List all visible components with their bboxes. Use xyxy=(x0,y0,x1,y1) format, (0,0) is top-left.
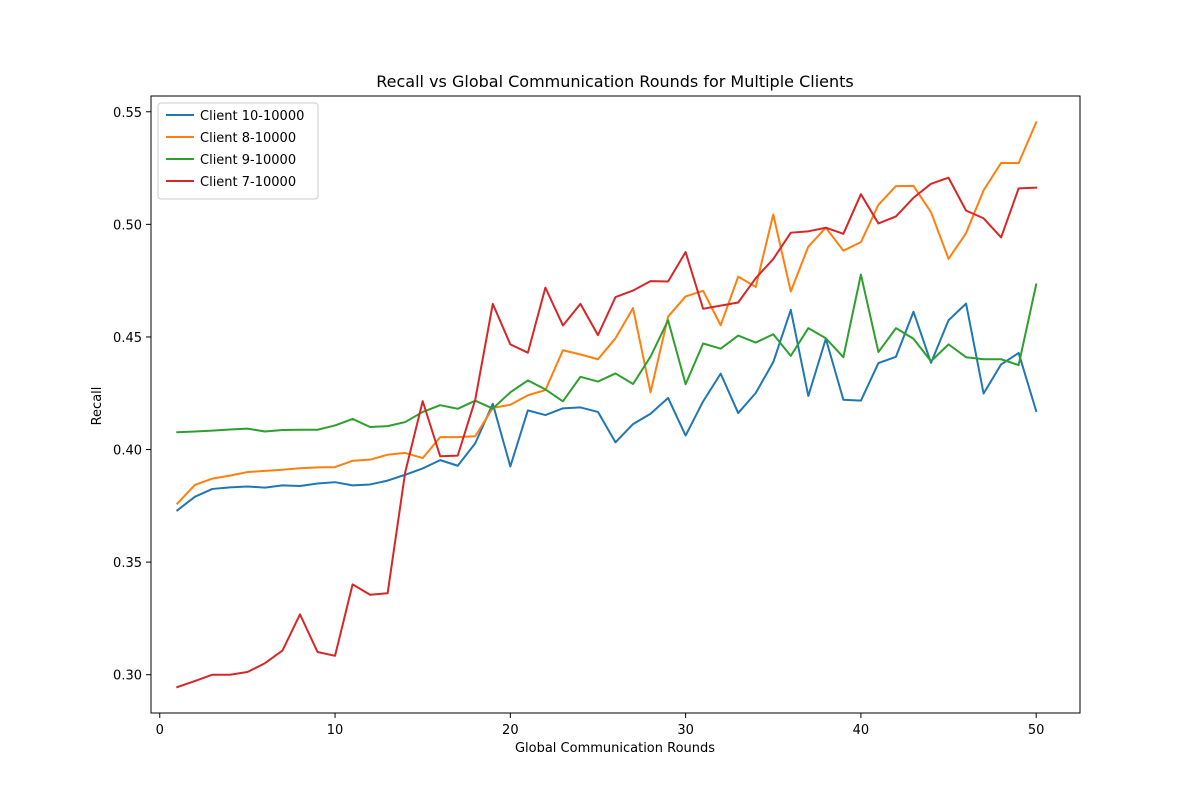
series-line-client-10-10000 xyxy=(175,302,1038,512)
y-tick-label: 0.40 xyxy=(113,444,142,459)
y-tick-label: 0.35 xyxy=(113,556,142,571)
x-tick-label: 50 xyxy=(1028,723,1045,738)
y-tick-label: 0.55 xyxy=(113,106,142,121)
series-line-client-7-10000 xyxy=(176,176,1038,689)
series-layer xyxy=(175,121,1038,689)
legend-label: Client 9-10000 xyxy=(200,153,296,168)
y-axis-label: Recall xyxy=(90,387,105,426)
axis-ticks: 0 10 20 30 40 50 0.30 0.35 0.40 0.45 0.50 0.55 xyxy=(113,106,1044,738)
legend-label: Client 7-10000 xyxy=(200,175,296,190)
legend: Client 10-10000 Client 8-10000 Client 9-10… xyxy=(157,102,319,200)
series-line-client-8-10000 xyxy=(175,121,1038,505)
y-tick-label: 0.50 xyxy=(113,218,142,233)
axes-frame xyxy=(150,95,1081,714)
series-line-client-9-10000 xyxy=(176,273,1038,434)
legend-label: Client 8-10000 xyxy=(200,131,296,146)
chart-title: Recall vs Global Communication Rounds fo… xyxy=(376,72,853,91)
legend-label: Client 10-10000 xyxy=(200,109,304,124)
y-tick-label: 0.30 xyxy=(113,669,142,684)
x-tick-label: 40 xyxy=(853,723,870,738)
x-tick-label: 20 xyxy=(502,723,519,738)
x-tick-label: 30 xyxy=(677,723,694,738)
x-axis-label: Global Communication Rounds xyxy=(515,741,715,756)
x-tick-label: 10 xyxy=(327,723,344,738)
legend-box xyxy=(157,102,319,200)
x-tick-label: 0 xyxy=(156,723,164,738)
y-tick-label: 0.45 xyxy=(113,331,142,346)
